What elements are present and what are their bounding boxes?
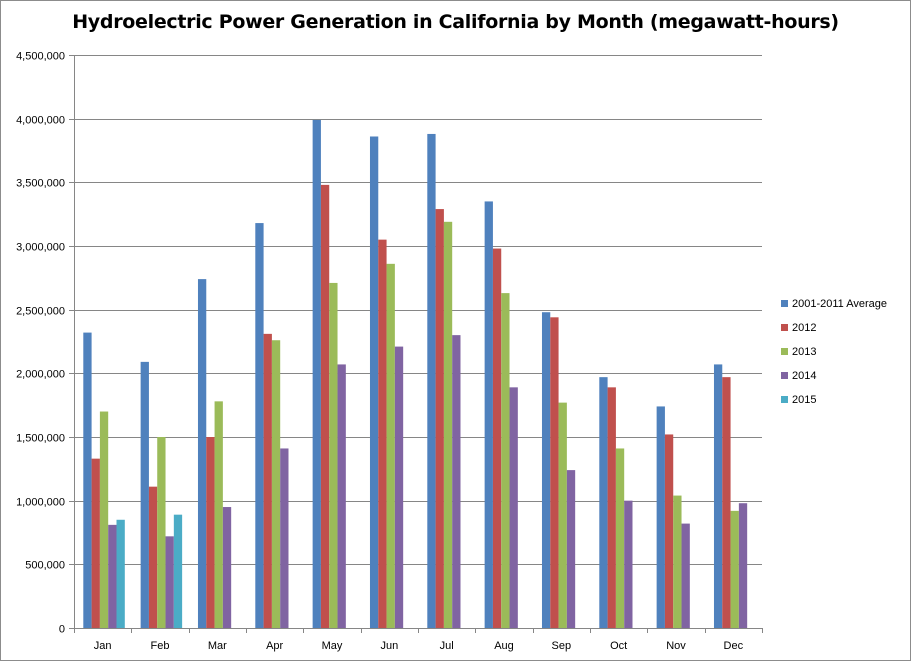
- bar: [108, 524, 117, 628]
- bar: [83, 332, 92, 628]
- bar: [214, 401, 223, 628]
- bar: [599, 377, 608, 628]
- legend-label: 2014: [792, 370, 816, 382]
- legend: 2001-2011 Average 2012 2013 2014 2015: [781, 298, 887, 406]
- bar: [157, 437, 166, 628]
- x-tick-label: Nov: [666, 640, 686, 652]
- x-tick-label: Jun: [380, 640, 398, 652]
- bar: [550, 317, 559, 628]
- y-tick-label: 4,500,000: [16, 51, 65, 63]
- y-tick-label: 1,500,000: [16, 433, 65, 445]
- bar: [263, 333, 272, 628]
- bar: [337, 364, 346, 628]
- bar: [656, 406, 665, 628]
- x-tick-label: Dec: [724, 640, 744, 652]
- x-axis: Jan Feb Mar Apr May Jun Jul Aug Sep Oct Nov Dec: [74, 628, 763, 652]
- bar: [452, 335, 461, 628]
- legend-label: 2015: [792, 394, 816, 406]
- x-tick-label: Aug: [494, 640, 514, 652]
- bar: [99, 411, 109, 628]
- bar: [558, 402, 567, 628]
- bar: [607, 387, 616, 628]
- y-tick-label: 2,000,000: [16, 369, 65, 381]
- legend-label: 2001-2011 Average: [792, 298, 887, 310]
- bar: [369, 136, 379, 629]
- bar: [91, 458, 100, 628]
- x-tick-label: Apr: [266, 640, 283, 652]
- bar: [673, 495, 682, 628]
- y-tick-label: 1,000,000: [16, 497, 65, 509]
- bar: [615, 448, 625, 628]
- x-tick-label: Oct: [610, 640, 627, 652]
- bar: [116, 519, 125, 628]
- x-tick-label: Jan: [94, 640, 112, 652]
- x-tick-label: Feb: [151, 640, 170, 652]
- bar: [624, 500, 633, 628]
- bar: [271, 340, 281, 628]
- bar: [222, 507, 232, 628]
- bar: [329, 282, 338, 628]
- legend-swatch: [781, 372, 788, 379]
- y-tick-label: 500,000: [25, 560, 65, 572]
- legend-label: 2013: [792, 346, 816, 358]
- bar: [378, 239, 387, 628]
- y-axis: 0 500,000 1,000,000 1,500,000 2,000,000 2,500…: [16, 51, 75, 636]
- chart-title: Hydroelectric Power Generation in Califo…: [72, 11, 839, 33]
- legend-label: 2012: [792, 322, 816, 334]
- legend-swatch: [781, 348, 788, 355]
- legend-swatch: [781, 300, 788, 307]
- bar: [427, 133, 436, 628]
- bar: [509, 387, 518, 628]
- x-tick-label: May: [322, 640, 343, 652]
- bar: [173, 514, 183, 628]
- bar: [312, 119, 321, 628]
- bars: [83, 119, 748, 629]
- bar: [484, 201, 493, 628]
- bar: [722, 377, 731, 628]
- bar: [280, 448, 289, 628]
- bar: [320, 184, 330, 628]
- x-tick-label: Jul: [440, 640, 454, 652]
- bar: [443, 221, 453, 628]
- bar: [394, 346, 404, 628]
- bar: [435, 209, 444, 628]
- y-tick-label: 3,000,000: [16, 242, 65, 254]
- bar: [492, 248, 502, 629]
- bar: [197, 279, 207, 628]
- bar: [255, 223, 264, 628]
- bar: [566, 470, 576, 628]
- y-tick-label: 4,000,000: [16, 115, 65, 127]
- legend-swatch: [781, 324, 788, 331]
- x-tick-label: Sep: [552, 640, 572, 652]
- bar: [730, 510, 739, 628]
- bar: [738, 503, 748, 628]
- y-tick-label: 3,500,000: [16, 178, 65, 190]
- legend-swatch: [781, 396, 788, 403]
- bar: [681, 523, 690, 628]
- bar: [206, 437, 215, 628]
- bar: [165, 536, 174, 628]
- bar: [148, 486, 158, 628]
- bar: [501, 293, 510, 628]
- y-tick-label: 2,500,000: [16, 306, 65, 318]
- bar: [386, 263, 395, 628]
- gridlines: [74, 55, 762, 565]
- bar: [713, 364, 723, 628]
- y-tick-label: 0: [59, 624, 65, 636]
- bar: [664, 434, 674, 628]
- bar: [541, 312, 551, 628]
- x-tick-label: Mar: [208, 640, 227, 652]
- bar: [140, 361, 149, 628]
